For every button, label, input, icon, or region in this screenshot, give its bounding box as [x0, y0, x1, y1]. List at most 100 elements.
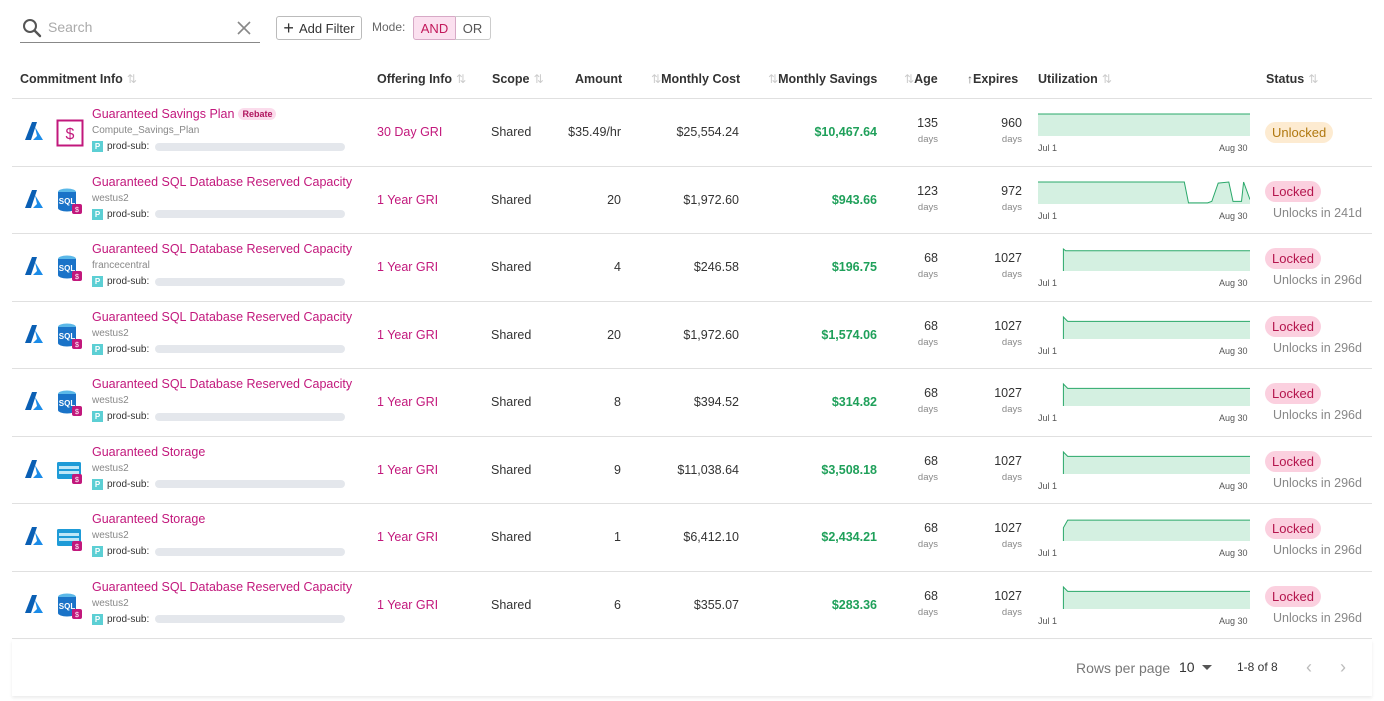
- offering-info[interactable]: 1 Year GRI: [377, 260, 439, 274]
- status-cell: Locked Unlocks in 296d: [1265, 383, 1362, 422]
- utilization-area: [1063, 316, 1250, 339]
- column-scope[interactable]: Scope ⇅: [492, 72, 544, 86]
- status-cell: Locked Unlocks in 296d: [1265, 248, 1362, 287]
- utilization-sparkline: [1038, 450, 1250, 474]
- monthly-savings: $283.36: [831, 597, 877, 612]
- table-row[interactable]: SQL $ Guaranteed SQL Database Reserved Cap…: [12, 302, 1372, 369]
- status-cell: Locked Unlocks in 241d: [1265, 180, 1362, 220]
- unlocks-in: Unlocks in 296d: [1273, 273, 1362, 287]
- svg-text:$: $: [66, 126, 75, 143]
- offering-info[interactable]: 30 Day GRI: [377, 125, 443, 139]
- offering-info[interactable]: 1 Year GRI: [377, 192, 439, 207]
- table-row[interactable]: SQL $ Guaranteed SQL Database Reserved Cap…: [12, 167, 1372, 234]
- column-status[interactable]: Status ⇅: [1266, 72, 1319, 86]
- utilization-start-label: Jul 1: [1038, 548, 1058, 558]
- sort-icon: ⇅: [126, 72, 137, 86]
- commitment-subtitle: westus2: [92, 462, 129, 474]
- status-badge: Locked: [1265, 518, 1321, 539]
- offering-info[interactable]: 1 Year GRI: [377, 530, 439, 544]
- svg-text:$: $: [75, 477, 79, 484]
- redacted-subscription: [155, 412, 346, 421]
- table-row[interactable]: $ Guaranteed Savings Plan Rebate Compute_Sa…: [12, 99, 1372, 167]
- search-input[interactable]: Search: [20, 14, 260, 43]
- production-badge-icon: P: [92, 546, 103, 557]
- sql-database-icon: SQL $: [56, 389, 84, 417]
- svg-text:$: $: [75, 342, 79, 349]
- storage-icon: $: [56, 524, 84, 552]
- search-placeholder: Search: [48, 19, 93, 35]
- utilization-end-label: Aug 30: [1219, 413, 1248, 423]
- amount: 8: [614, 395, 621, 409]
- commitment-title[interactable]: Guaranteed Savings Plan Rebate: [92, 107, 277, 121]
- table-row[interactable]: SQL $ Guaranteed SQL Database Reserved Cap…: [12, 369, 1372, 437]
- monthly-savings: $314.82: [831, 395, 877, 409]
- utilization-area: [1038, 181, 1250, 204]
- clear-icon[interactable]: [236, 20, 252, 36]
- monthly-savings: $2,434.21: [821, 530, 877, 544]
- unlocks-in: Unlocks in 296d: [1273, 340, 1362, 355]
- utilization-sparkline: [1038, 315, 1250, 339]
- monthly-savings: $943.66: [831, 192, 877, 207]
- next-page-icon[interactable]: ›: [1340, 657, 1346, 677]
- amount: 20: [607, 192, 621, 207]
- utilization-end-label: Aug 30: [1219, 210, 1248, 221]
- column-offering-info[interactable]: Offering Info ⇅: [377, 72, 467, 86]
- utilization-sparkline: [1038, 112, 1250, 136]
- toolbar: Search + Add Filter Mode: AND OR: [0, 0, 1384, 60]
- column-expires[interactable]: ↑Expires: [967, 72, 1019, 86]
- offering-info[interactable]: 1 Year GRI: [377, 327, 439, 342]
- sort-icon: ⇅: [1101, 72, 1112, 86]
- utilization-area: [1063, 249, 1250, 271]
- commitment-title[interactable]: Guaranteed SQL Database Reserved Capacit…: [92, 579, 353, 594]
- offering-info[interactable]: 1 Year GRI: [377, 597, 439, 612]
- status-badge: Locked: [1265, 315, 1321, 337]
- commitment-title[interactable]: Guaranteed Storage: [92, 512, 206, 526]
- svg-text:SQL: SQL: [59, 264, 76, 273]
- pagination-range: 1-8 of 8: [1237, 660, 1278, 674]
- scope: Shared: [491, 327, 532, 342]
- utilization-end-label: Aug 30: [1219, 480, 1248, 491]
- column-utilization[interactable]: Utilization ⇅: [1038, 72, 1112, 86]
- add-filter-label: Add Filter: [298, 20, 355, 36]
- monthly-savings: $3,508.18: [821, 462, 877, 477]
- column-commitment-info[interactable]: Commitment Info ⇅: [20, 72, 137, 86]
- age: 68 days: [917, 318, 938, 348]
- commitment-subtitle: francecentral: [92, 260, 150, 271]
- commitment-title[interactable]: Guaranteed Storage: [92, 444, 206, 459]
- svg-text:$: $: [75, 207, 79, 214]
- redacted-subscription: [155, 345, 346, 353]
- commitment-title[interactable]: Guaranteed SQL Database Reserved Capacit…: [92, 242, 353, 256]
- column-age[interactable]: ⇅Age: [904, 72, 938, 86]
- offering-info[interactable]: 1 Year GRI: [377, 462, 439, 477]
- azure-icon: [24, 459, 44, 479]
- commitment-title[interactable]: Guaranteed SQL Database Reserved Capacit…: [92, 377, 353, 391]
- production-badge-icon: P: [92, 208, 103, 220]
- add-filter-button[interactable]: + Add Filter: [276, 16, 362, 40]
- previous-page-icon[interactable]: ‹: [1306, 657, 1312, 677]
- utilization-line: [1062, 450, 1250, 474]
- mode-and-toggle[interactable]: AND: [413, 16, 456, 40]
- commitment-title[interactable]: Guaranteed SQL Database Reserved Capacit…: [92, 309, 353, 324]
- mode-or-toggle[interactable]: OR: [455, 16, 491, 40]
- svg-text:SQL: SQL: [59, 602, 76, 611]
- utilization-area: [1063, 520, 1250, 541]
- utilization-area: [1063, 451, 1250, 474]
- sql-database-icon: SQL $: [56, 254, 84, 282]
- rows-per-page-select[interactable]: 10: [1179, 659, 1195, 675]
- table-row[interactable]: SQL $ Guaranteed SQL Database Reserved Cap…: [12, 234, 1372, 302]
- table-row[interactable]: SQL $ Guaranteed SQL Database Reserved Cap…: [12, 572, 1372, 639]
- chevron-down-icon[interactable]: [1202, 665, 1212, 670]
- expires: 960 days: [1001, 116, 1022, 145]
- column-amount[interactable]: Amount: [575, 72, 623, 86]
- commitment-subtitle: westus2: [92, 530, 129, 541]
- column-monthly-savings[interactable]: ⇅Monthly Savings: [768, 72, 878, 86]
- offering-info[interactable]: 1 Year GRI: [377, 395, 439, 409]
- column-monthly-cost[interactable]: ⇅Monthly Cost: [651, 72, 741, 86]
- commitment-title[interactable]: Guaranteed SQL Database Reserved Capacit…: [92, 174, 353, 189]
